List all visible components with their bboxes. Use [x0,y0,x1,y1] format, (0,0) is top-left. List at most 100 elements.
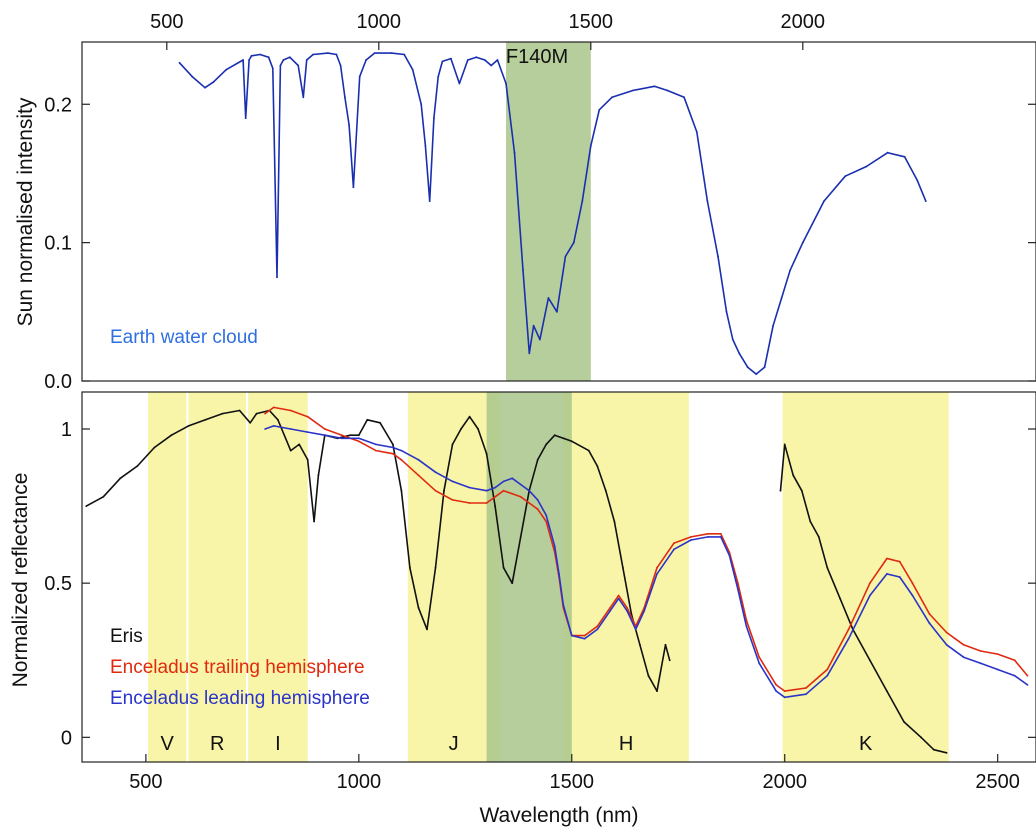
enceladus-trailing-hemisphere-point [468,502,471,504]
top-series-0-point [547,297,550,299]
eris-point [502,566,505,569]
enceladus-trailing-hemisphere-point [434,489,437,492]
enceladus-leading-hemisphere-point [289,428,292,430]
enceladus-leading-hemisphere-point [553,545,556,548]
top-bands-layer [506,42,591,381]
f140m-band-label: F140M [506,46,568,68]
enceladus-leading-hemisphere-point [558,573,560,575]
top-series-0-point [865,165,868,168]
top-series-0-point [916,179,919,182]
earth-water-cloud-label: Earth water cloud [110,327,258,348]
enceladus-trailing-hemisphere-point [928,613,931,615]
enceladus-trailing-hemisphere-point [545,520,548,523]
enceladus-trailing-hemisphere-point [979,650,982,652]
x-axis-title: Wavelength (nm) [479,804,638,827]
top-series-0-point [433,117,435,119]
eris-point [613,520,616,523]
enceladus-leading-hemisphere-point [451,480,454,483]
enceladus-trailing-hemisphere-point [306,415,309,418]
enceladus-leading-hemisphere-point [562,603,565,606]
top-series-0-point [428,200,431,203]
eris-point [238,409,241,412]
enceladus-leading-hemisphere-point [519,483,522,486]
top-series-0-point [789,269,791,272]
enceladus-leading-hemisphere-point [758,662,761,665]
enceladus-leading-hemisphere-point [485,489,488,492]
band-k [782,392,949,762]
top-series-0-point [348,124,350,126]
top-series-0-point [358,75,361,78]
enceladus-trailing-hemisphere-point [783,690,786,692]
top-series-0-point [823,200,825,203]
enceladus-leading-hemisphere-point [536,499,539,501]
eris-point [434,566,437,569]
band-v [148,392,187,762]
enceladus-trailing-hemisphere-point [485,502,488,504]
top-series-0-point [683,96,685,99]
bottom-x-tick-label: 1000 [337,771,382,793]
enceladus-leading-hemisphere-point [617,597,620,600]
enceladus-leading-hemisphere-point [545,514,548,517]
enceladus-trailing-hemisphere-point [805,687,807,689]
eris-point [170,434,173,437]
top-series-0-point [731,338,734,341]
eris-point [932,748,935,751]
band-i [248,392,308,762]
top-series-0-point [611,96,613,99]
eris-point [409,566,411,569]
eris-point [102,495,105,498]
eris-point [85,505,88,507]
top-series-0-point [564,255,567,258]
top-series-0-point [178,61,181,64]
enceladus-leading-hemisphere-point [847,637,850,640]
top-x-tick-label: 1500 [569,11,614,33]
enceladus-leading-hemisphere-point [886,573,888,575]
eris-point [468,415,471,418]
enceladus-leading-hemisphere-point [673,548,675,551]
enceladus-trailing-hemisphere-point [617,594,620,597]
enceladus-trailing-hemisphere-point [392,452,394,455]
top-series-0-point [302,96,305,99]
enceladus-leading-hemisphere-point [996,668,999,671]
top-series-0-point [522,269,524,272]
enceladus-leading-hemisphere-point [528,489,531,492]
enceladus-trailing-hemisphere-point [289,409,292,412]
enceladus-trailing-hemisphere-point [536,508,539,511]
eris-point [664,643,667,646]
enceladus-leading-hemisphere-point [945,643,948,646]
eris-point [587,449,590,452]
eris-point [809,520,812,523]
eris-point [153,446,156,449]
band-label-r: R [210,733,224,755]
top-series-0-point [458,82,461,85]
enceladus-leading-hemisphere-point [728,554,731,557]
enceladus-leading-hemisphere-point [417,458,420,461]
enceladus-trailing-hemisphere-point [400,458,403,461]
enceladus-leading-hemisphere-point [264,428,266,430]
top-series-0-point [373,52,376,54]
eris-point [656,690,658,692]
top-x-tick-label: 1000 [357,11,402,33]
eris-point [511,582,514,585]
top-ticks-layer: 500 1000 1500 2000 0.0 0.1 0.2 [44,11,1036,393]
enceladus-leading-hemisphere-point [583,637,586,640]
eris-point [443,489,445,492]
f140m-band-bottom [486,392,572,762]
eris-point [136,465,139,467]
enceladus-trailing-hemisphere-point [340,434,343,437]
top-series-0-point [437,75,440,78]
eris-point [826,566,829,569]
top-series-0-point [589,144,592,147]
enceladus-trailing-hemisphere-point [323,428,326,430]
eris-point [639,643,641,646]
enceladus-leading-hemisphere-point [634,628,637,631]
band-r [188,392,246,762]
top-series-0-point [250,54,253,57]
top-series-0-point [271,67,274,70]
top-series-0-point [903,155,906,158]
top-series-0-point [288,56,291,59]
enceladus-leading-hemisphere-point [570,634,573,637]
top-series-0-point [572,241,575,244]
enceladus-trailing-hemisphere-point [357,440,360,443]
enceladus-trailing-hemisphere-line [264,406,1029,692]
